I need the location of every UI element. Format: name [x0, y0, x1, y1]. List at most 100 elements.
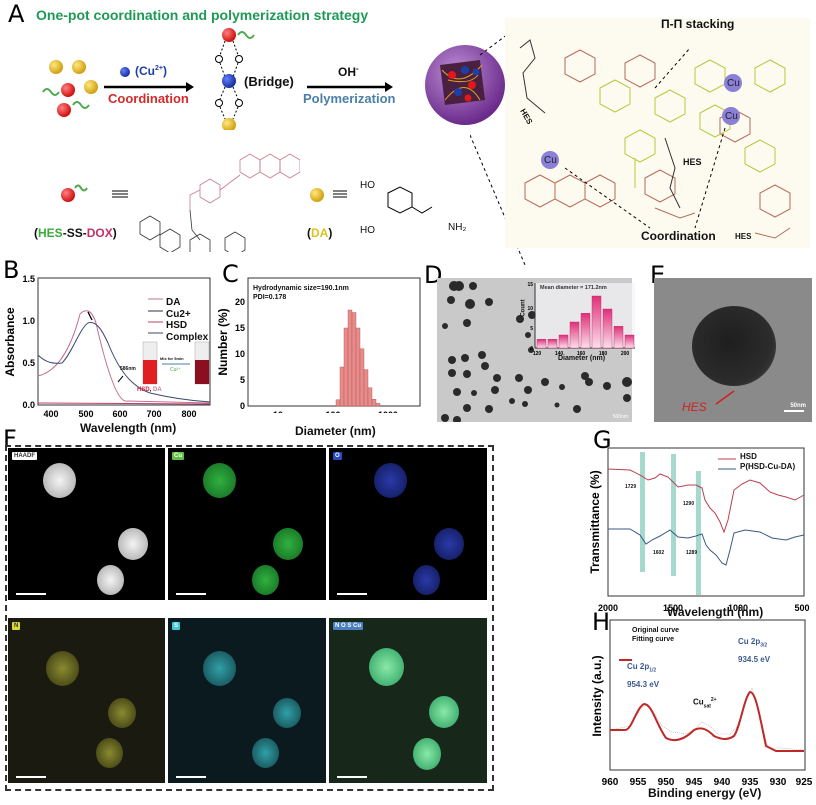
svg-text:10: 10: [273, 410, 283, 413]
oh-reagent-label: OH-: [338, 64, 359, 79]
svg-text:10: 10: [527, 306, 533, 312]
eds-map-n: N: [8, 618, 165, 783]
size-distribution-inset-chart: 0 5 10 15 120 140 160 180 200: [527, 282, 635, 357]
svg-text:Absorbance: Absorbance: [3, 307, 17, 377]
eds-map-merged: N O S Cu: [329, 618, 487, 783]
svg-text:Number (%): Number (%): [216, 308, 230, 375]
svg-text:0.5: 0.5: [22, 358, 35, 368]
reactant-cluster: [42, 60, 98, 117]
ftir-chart: 2000 1500 1000 500 Transmittance (%): [590, 447, 810, 613]
svg-text:400: 400: [43, 409, 58, 419]
scale-label: 50nm: [790, 403, 806, 409]
svg-text:500: 500: [794, 603, 809, 613]
svg-text:945: 945: [686, 777, 703, 788]
eds-map-cu: Cu: [168, 448, 326, 600]
svg-text:0.0: 0.0: [22, 400, 35, 410]
bridge-complex: [215, 28, 255, 130]
map-tag-merged: N O S Cu: [333, 622, 364, 630]
svg-text:925: 925: [796, 777, 813, 788]
svg-text:1.5: 1.5: [22, 274, 35, 284]
dopamine-structure: [387, 186, 433, 214]
scale-bar: [337, 776, 367, 778]
hes-ss-dox-structure: [139, 153, 300, 252]
scale-bar: [337, 593, 367, 595]
svg-text:500: 500: [78, 409, 93, 419]
pi-stacking-label: Π-Π stacking: [661, 17, 735, 31]
svg-text:10: 10: [235, 349, 245, 359]
ftir-legend: HSD P(HSD-Cu-DA): [740, 452, 796, 471]
hes-label-2: HES: [683, 157, 702, 167]
ftir-xlabel: Wavelength (nm): [667, 605, 764, 619]
hsd-symbol: [61, 184, 128, 202]
cu-node-1: Cu: [727, 78, 740, 89]
map-tag-n: N: [12, 622, 21, 630]
inset-xlabel: Diameter (nm): [558, 355, 606, 362]
da-ho-1: HO: [360, 180, 375, 191]
svg-text:160: 160: [577, 351, 586, 357]
svg-text:930: 930: [770, 777, 787, 788]
coordination-label: Coordination: [641, 229, 716, 243]
svg-text:600: 600: [112, 409, 127, 419]
svg-text:0: 0: [240, 401, 245, 411]
svg-text:960: 960: [602, 777, 619, 788]
coordination-step-label: Coordination: [108, 91, 189, 106]
panel-c-label: C: [222, 260, 239, 288]
xps-peak-cu2p12: Cu 2p1/2 954.3 eV: [627, 662, 660, 689]
svg-text:120: 120: [533, 351, 542, 357]
ftir-peak-1289: 1289: [686, 550, 698, 556]
dls-size-chart: 0 5 10 15 20 10 100 1000 Number (%): [216, 277, 421, 413]
svg-text:5: 5: [240, 375, 245, 385]
da-nh2: NH₂: [448, 222, 467, 233]
ftir-peak-1602: 1602: [653, 550, 665, 556]
eds-mapping-frame: [5, 445, 494, 791]
xps-xlabel: Binding energy (eV): [648, 786, 762, 800]
reaction-scheme: [42, 28, 393, 130]
scale-bar: [176, 593, 206, 595]
svg-text:800: 800: [181, 409, 196, 419]
dls-xlabel: Diameter (nm): [295, 424, 376, 438]
map-tag-s: S: [172, 622, 181, 630]
uv-peak-annotation: 586nm: [120, 366, 136, 372]
svg-text:0: 0: [530, 346, 533, 352]
svg-text:1000: 1000: [728, 603, 748, 613]
svg-text:1500: 1500: [663, 603, 683, 613]
svg-text:200: 200: [621, 351, 630, 357]
xps-legend: Original curve Fitting curve: [632, 627, 680, 643]
svg-text:140: 140: [555, 351, 564, 357]
svg-text:180: 180: [599, 351, 608, 357]
eds-map-haadf: HAADF: [8, 448, 165, 600]
eds-map-s: S: [168, 618, 326, 783]
svg-text:1.0: 1.0: [22, 316, 35, 326]
xps-satellite-label: Cusat2+: [693, 697, 717, 710]
svg-text:20: 20: [235, 297, 245, 307]
dls-annotation: Hydrodynamic size=190.1nm PDI=0.178: [253, 285, 349, 301]
map-tag-haadf: HAADF: [12, 452, 37, 460]
da-ho-2: HO: [360, 225, 375, 236]
panel-h-label: H: [592, 608, 611, 636]
panel-b-label: B: [3, 256, 20, 284]
panel-a-label: A: [8, 0, 25, 28]
uv-vis-absorbance-chart: 0.0 0.5 1.0 1.5 400 500 600 700 800 Absorban…: [3, 274, 211, 419]
polymerization-step-label: Polymerization: [303, 91, 396, 106]
svg-text:Transmittance (%): Transmittance (%): [590, 470, 602, 573]
scale-bar: [16, 776, 46, 778]
svg-text:Intensity (a.u.): Intensity (a.u.): [590, 655, 604, 736]
vial-arrow-text: Mix for 5min: [160, 356, 184, 361]
scale-bar: [16, 593, 46, 595]
hes-label-3: HES: [735, 232, 752, 241]
svg-text:950: 950: [658, 777, 675, 788]
eds-map-o: O: [329, 448, 487, 600]
da-legend-label: (DA): [307, 226, 333, 240]
svg-text:15: 15: [527, 282, 533, 288]
vial-arrow-sub: Cu²⁺: [170, 367, 181, 373]
svg-text:940: 940: [714, 777, 731, 788]
da-symbol: [310, 188, 347, 202]
cu-node-2: Cu: [725, 111, 738, 122]
map-tag-o: O: [333, 452, 342, 460]
svg-text:15: 15: [235, 323, 245, 333]
svg-text:700: 700: [146, 409, 161, 419]
nanoparticle-sphere: [425, 45, 505, 125]
vial-labels: HSD, DA: [137, 387, 162, 393]
svg-text:100: 100: [325, 410, 340, 413]
scale-bar: [176, 776, 206, 778]
